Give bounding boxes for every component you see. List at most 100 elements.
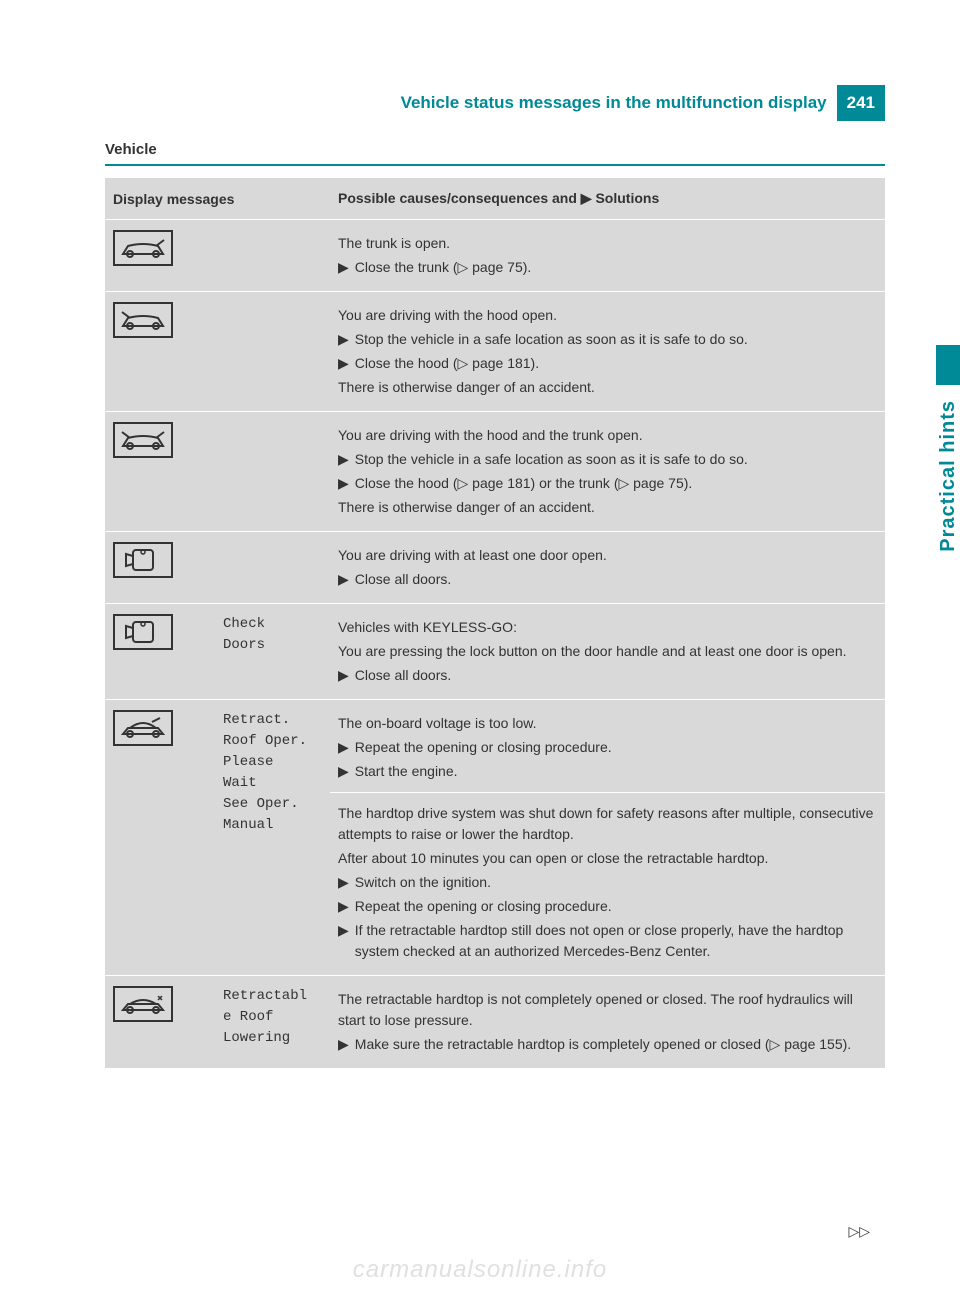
line-text: You are driving with the hood and the tr… (338, 425, 643, 446)
action-bullet-icon: ▶ (338, 665, 349, 686)
line-text: The trunk is open. (338, 233, 450, 254)
solutions-icon: ▶ (581, 190, 592, 207)
text-line: There is otherwise danger of an accident… (338, 497, 877, 518)
icon-cell (105, 220, 215, 292)
watermark: carmanualsonline.info (353, 1256, 607, 1284)
door-open-icon (113, 542, 173, 578)
solution-cell: Vehicles with KEYLESS-GO: You are pressin… (330, 604, 885, 700)
action-bullet-icon: ▶ (338, 920, 349, 962)
text-line: You are driving with at least one door o… (338, 545, 877, 566)
line-text: You are driving with at least one door o… (338, 545, 607, 566)
action-line: ▶ Repeat the opening or closing procedure… (338, 737, 877, 758)
action-bullet-icon: ▶ (338, 473, 349, 494)
inner-separator (330, 792, 885, 793)
action-line: ▶ Stop the vehicle in a safe location as … (338, 329, 877, 350)
line-text: Stop the vehicle in a safe location as s… (355, 329, 748, 350)
solution-cell: The retractable hardtop is not completel… (330, 976, 885, 1069)
icon-cell (105, 976, 215, 1069)
action-line: ▶ Close all doors. (338, 665, 877, 686)
text-line: The on-board voltage is too low. (338, 713, 877, 734)
action-line: ▶Repeat the opening or closing procedure… (338, 896, 877, 917)
action-line: ▶ Start the engine. (338, 761, 877, 782)
action-bullet-icon: ▶ (338, 353, 349, 374)
action-line: ▶ Make sure the retractable hardtop is co… (338, 1034, 877, 1055)
icon-cell (105, 532, 215, 604)
line-text: There is otherwise danger of an accident… (338, 377, 595, 398)
action-bullet-icon: ▶ (338, 449, 349, 470)
action-line: ▶Close the trunk (▷ page 75). (338, 257, 877, 278)
message-cell: Check Doors (215, 604, 330, 700)
text-line: The retractable hardtop is not completel… (338, 989, 877, 1031)
message-cell (215, 412, 330, 532)
page-number: 241 (837, 85, 885, 121)
action-bullet-icon: ▶ (338, 872, 349, 893)
icon-cell (105, 700, 215, 976)
line-text: The hardtop drive system was shut down f… (338, 803, 877, 845)
action-bullet-icon: ▶ (338, 896, 349, 917)
message-cell (215, 220, 330, 292)
icon-cell (105, 292, 215, 412)
line-text: Close all doors. (355, 569, 452, 590)
messages-table: Display messages Possible causes/consequ… (105, 178, 885, 1068)
line-text: You are driving with the hood open. (338, 305, 557, 326)
action-bullet-icon: ▶ (338, 761, 349, 782)
text-line: You are driving with the hood and the tr… (338, 425, 877, 446)
action-line: ▶ Switch on the ignition. (338, 872, 877, 893)
icon-cell (105, 604, 215, 700)
text-line: The hardtop drive system was shut down f… (338, 803, 877, 845)
line-text: If the retractable hardtop still does no… (355, 920, 877, 962)
line-text: You are pressing the lock button on the … (338, 641, 847, 662)
solution-cell: The trunk is open. ▶Close the trunk (▷ pa… (330, 220, 885, 292)
header-title: Vehicle status messages in the multifunc… (391, 85, 837, 121)
hood-trunk-open-icon (113, 422, 173, 458)
message-cell: Retract. Roof Oper. Please Wait See Oper… (215, 700, 330, 976)
table-row: You are driving with at least one door o… (105, 532, 885, 604)
action-bullet-icon: ▶ (338, 737, 349, 758)
line-text: Close the hood (▷ page 181) or the trunk… (355, 473, 693, 494)
table-row: The trunk is open. ▶Close the trunk (▷ pa… (105, 220, 885, 292)
text-line: Vehicles with KEYLESS-GO: (338, 617, 877, 638)
action-line: ▶If the retractable hardtop still does n… (338, 920, 877, 962)
solution-cell: You are driving with the hood and the tr… (330, 412, 885, 532)
side-tab-label: Practical hints (937, 400, 960, 552)
line-text: Stop the vehicle in a safe location as s… (355, 449, 748, 470)
continue-marker: ▷▷ (848, 1223, 870, 1240)
table-row: Retract. Roof Oper. Please Wait See Oper… (105, 700, 885, 976)
line-text: Switch on the ignition. (355, 872, 491, 893)
icon-cell (105, 412, 215, 532)
section-title: Vehicle (105, 141, 885, 166)
text-line: After about 10 minutes you can open or c… (338, 848, 877, 869)
line-text: After about 10 minutes you can open or c… (338, 848, 768, 869)
line-text: Close all doors. (355, 665, 452, 686)
manual-page: Vehicle status messages in the multifunc… (0, 0, 960, 1108)
text-line: The trunk is open. (338, 233, 877, 254)
solution-cell: The on-board voltage is too low. ▶ Repeat … (330, 700, 885, 976)
line-text: Start the engine. (355, 761, 458, 782)
text-line: You are driving with the hood open. (338, 305, 877, 326)
roof-retract-icon (113, 710, 173, 746)
text-line: You are pressing the lock button on the … (338, 641, 877, 662)
action-line: ▶ Close all doors. (338, 569, 877, 590)
action-bullet-icon: ▶ (338, 569, 349, 590)
action-line: ▶Close the hood (▷ page 181). (338, 353, 877, 374)
hood-open-icon (113, 302, 173, 338)
line-text: Make sure the retractable hardtop is com… (355, 1034, 851, 1055)
page-header: Vehicle status messages in the multifunc… (105, 85, 885, 121)
solution-cell: You are driving with at least one door o… (330, 532, 885, 604)
action-bullet-icon: ▶ (338, 1034, 349, 1055)
table-row: Retractabl e Roof LoweringThe retractabl… (105, 976, 885, 1069)
message-cell (215, 292, 330, 412)
solution-cell: You are driving with the hood open. ▶ Stop… (330, 292, 885, 412)
action-bullet-icon: ▶ (338, 329, 349, 350)
message-cell (215, 532, 330, 604)
trunk-open-icon (113, 230, 173, 266)
action-bullet-icon: ▶ (338, 257, 349, 278)
line-text: The retractable hardtop is not completel… (338, 989, 877, 1031)
line-text: Repeat the opening or closing procedure. (355, 737, 612, 758)
line-text: Vehicles with KEYLESS-GO: (338, 617, 517, 638)
text-line: There is otherwise danger of an accident… (338, 377, 877, 398)
side-tab-bar (936, 345, 960, 385)
side-tab: Practical hints (937, 400, 960, 552)
table-header-right: Possible causes/consequences and ▶ Solut… (330, 178, 885, 220)
roof-lowering-icon (113, 986, 173, 1022)
